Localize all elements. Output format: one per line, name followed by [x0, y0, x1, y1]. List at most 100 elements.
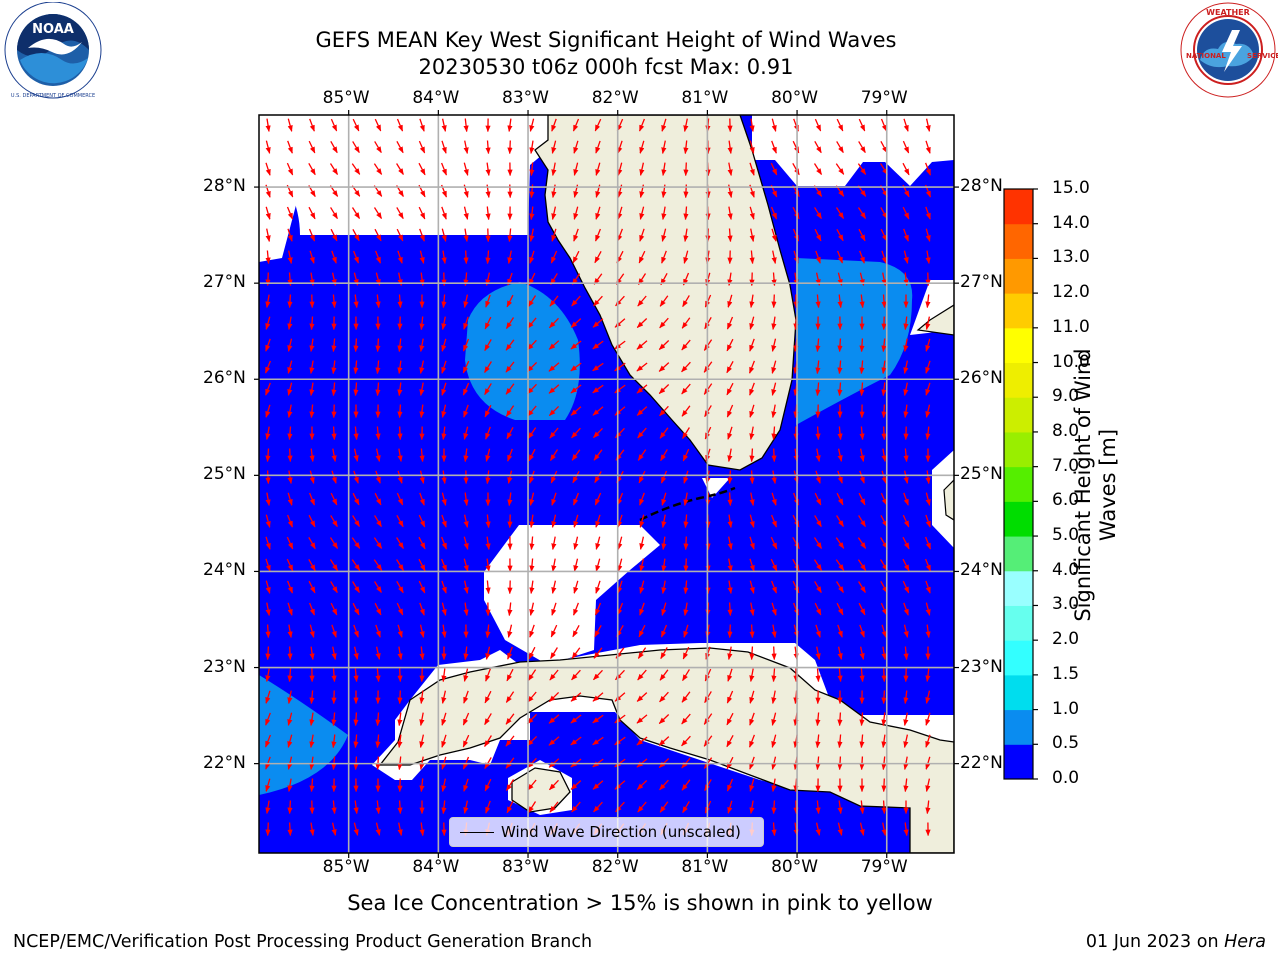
direction-arrow [463, 448, 469, 463]
direction-arrow [286, 206, 294, 220]
direction-arrow [419, 118, 425, 132]
direction-arrow [485, 646, 491, 660]
direction-arrow [397, 250, 403, 264]
direction-arrow [353, 712, 359, 727]
direction-arrow [593, 427, 603, 439]
missing-data-region [932, 450, 954, 548]
direction-arrow [617, 580, 623, 594]
direction-arrow [902, 558, 910, 572]
direction-arrow [419, 382, 425, 397]
direction-arrow [925, 404, 931, 418]
direction-arrow [661, 580, 667, 595]
direction-arrow [792, 140, 800, 154]
direction-arrow [418, 162, 426, 176]
direction-arrow [265, 668, 271, 683]
direction-arrow [441, 426, 447, 441]
direction-arrow [551, 228, 557, 242]
direction-arrow [683, 118, 689, 133]
direction-arrow [462, 712, 470, 726]
direction-arrow [527, 383, 537, 395]
direction-arrow [330, 602, 338, 616]
direction-arrow [925, 140, 931, 154]
direction-arrow [265, 162, 271, 176]
direction-arrow [463, 250, 469, 265]
direction-arrow [352, 602, 360, 616]
direction-arrow [661, 228, 667, 242]
direction-arrow [309, 404, 315, 419]
direction-arrow [527, 669, 537, 681]
direction-arrow [463, 206, 469, 220]
direction-arrow [374, 602, 382, 616]
direction-arrow [639, 536, 645, 550]
direction-arrow [265, 778, 271, 792]
direction-arrow [551, 140, 557, 154]
direction-arrow [507, 646, 513, 660]
direction-arrow [484, 383, 492, 396]
direction-arrow [419, 316, 425, 331]
direction-arrow [551, 118, 557, 132]
direction-arrow [485, 624, 491, 639]
direction-arrow [771, 822, 777, 837]
direction-arrow [441, 250, 447, 265]
direction-arrow [925, 668, 931, 683]
map-ticks [254, 110, 959, 858]
direction-arrow [748, 734, 756, 748]
direction-arrow [727, 162, 733, 177]
direction-arrow [485, 140, 491, 155]
direction-arrow [419, 712, 425, 727]
direction-arrow [353, 382, 359, 397]
direction-arrow [331, 734, 337, 749]
direction-arrow [637, 801, 647, 813]
direction-arrow [636, 340, 648, 350]
direction-arrow [727, 602, 733, 617]
direction-arrow [441, 140, 447, 154]
direction-arrow [529, 624, 535, 638]
direction-arrow [331, 712, 337, 727]
direction-arrow [726, 338, 734, 352]
direction-arrow [749, 162, 755, 176]
direction-arrow [549, 317, 559, 329]
direction-arrow [726, 712, 734, 726]
direction-arrow [592, 362, 604, 372]
direction-arrow [594, 624, 602, 638]
mid-wave-region [465, 282, 580, 420]
colorbar-segment [1004, 293, 1033, 329]
direction-arrow [835, 537, 845, 549]
direction-arrow [727, 492, 733, 507]
direction-arrow [771, 646, 777, 661]
direction-arrow [749, 228, 755, 243]
direction-arrow [441, 470, 447, 485]
direction-arrow [441, 228, 447, 242]
direction-arrow [903, 250, 909, 264]
direction-arrow [287, 404, 293, 419]
direction-arrow [637, 449, 647, 461]
direction-arrow [484, 778, 492, 792]
direction-arrow [529, 118, 535, 132]
direction-arrow [880, 118, 888, 132]
direction-arrow [749, 426, 755, 441]
direction-arrow [396, 118, 404, 132]
lon-label: 82°W [591, 88, 639, 108]
direction-arrow [463, 294, 469, 309]
direction-arrow [548, 691, 560, 703]
direction-arrow [683, 558, 689, 573]
direction-arrow [614, 692, 626, 702]
direction-arrow [726, 404, 734, 418]
direction-arrow [859, 470, 865, 484]
direction-arrow [660, 470, 668, 484]
direction-arrow [353, 426, 359, 441]
colorbar-tick-label: 15.0 [1052, 178, 1090, 198]
direction-arrow [548, 714, 560, 724]
direction-arrow [659, 405, 669, 417]
direction-arrow [903, 338, 909, 353]
direction-arrow [595, 140, 601, 154]
direction-arrow [638, 118, 646, 132]
direction-arrow [683, 536, 689, 551]
lon-label: 81°W [681, 857, 729, 877]
direction-arrow [570, 406, 582, 416]
direction-arrow [308, 514, 316, 528]
direction-arrow [683, 624, 689, 638]
direction-arrow [595, 162, 601, 176]
direction-arrow [463, 536, 469, 550]
direction-arrow [573, 536, 579, 550]
